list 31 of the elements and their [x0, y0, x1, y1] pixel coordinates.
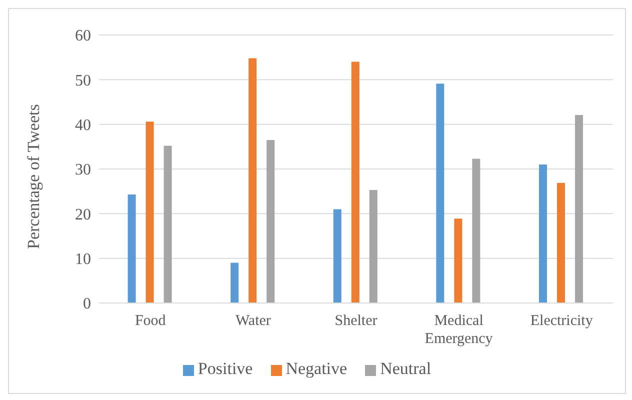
bar	[146, 122, 154, 303]
bar	[351, 62, 360, 303]
bar	[436, 84, 444, 303]
y-tick-label: 40	[75, 117, 91, 134]
y-tick-label: 10	[75, 251, 91, 268]
y-tick-label: 0	[83, 296, 91, 313]
bar	[369, 190, 378, 303]
legend-label: Positive	[198, 359, 253, 378]
bar	[266, 140, 275, 303]
x-tick-label: Electricity	[530, 313, 594, 329]
y-tick-label: 20	[75, 206, 91, 224]
x-tick-label: Medical Emergency	[424, 313, 494, 347]
bar	[574, 114, 583, 303]
legend-label: Neutral	[380, 359, 432, 378]
x-tick-label: Food	[134, 313, 166, 329]
bar	[454, 218, 462, 303]
bar	[333, 209, 342, 303]
x-tick-label: Water	[235, 313, 271, 329]
bar	[538, 164, 547, 303]
bar	[472, 158, 480, 303]
bar	[230, 262, 239, 303]
bar	[128, 194, 136, 303]
y-axis-title: Percentage of Tweets	[24, 104, 44, 249]
x-tick-label: Shelter	[334, 313, 378, 329]
bar	[248, 58, 257, 303]
legend-label: Negative	[286, 359, 348, 378]
y-tick-label: 50	[75, 72, 91, 90]
y-tick-label: 60	[75, 28, 91, 45]
bar	[164, 146, 172, 303]
bar	[556, 182, 565, 303]
y-tick-label: 30	[75, 162, 91, 179]
